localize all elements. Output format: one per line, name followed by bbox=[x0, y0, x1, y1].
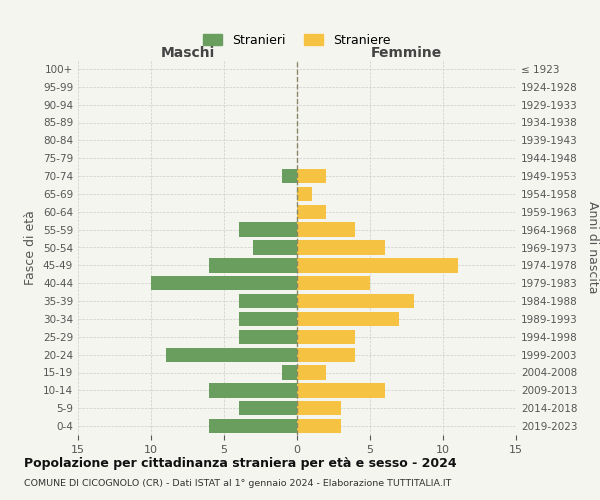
Bar bbox=[297, 401, 341, 415]
Bar bbox=[166, 348, 297, 362]
Bar bbox=[253, 240, 297, 254]
Bar bbox=[297, 204, 326, 219]
Bar bbox=[239, 294, 297, 308]
Bar bbox=[209, 383, 297, 398]
Text: Popolazione per cittadinanza straniera per età e sesso - 2024: Popolazione per cittadinanza straniera p… bbox=[24, 458, 457, 470]
Bar bbox=[297, 240, 385, 254]
Text: Femmine: Femmine bbox=[371, 46, 442, 60]
Bar bbox=[297, 258, 458, 272]
Bar bbox=[209, 419, 297, 433]
Bar bbox=[239, 312, 297, 326]
Bar bbox=[297, 383, 385, 398]
Text: COMUNE DI CICOGNOLO (CR) - Dati ISTAT al 1° gennaio 2024 - Elaborazione TUTTITAL: COMUNE DI CICOGNOLO (CR) - Dati ISTAT al… bbox=[24, 479, 451, 488]
Text: Maschi: Maschi bbox=[160, 46, 215, 60]
Bar bbox=[297, 348, 355, 362]
Bar bbox=[297, 330, 355, 344]
Y-axis label: Fasce di età: Fasce di età bbox=[25, 210, 37, 285]
Bar bbox=[297, 187, 311, 201]
Bar bbox=[297, 366, 326, 380]
Bar bbox=[297, 169, 326, 183]
Bar bbox=[283, 366, 297, 380]
Bar bbox=[297, 222, 355, 237]
Bar bbox=[297, 312, 399, 326]
Bar bbox=[283, 169, 297, 183]
Bar bbox=[239, 330, 297, 344]
Bar bbox=[239, 222, 297, 237]
Legend: Stranieri, Straniere: Stranieri, Straniere bbox=[199, 28, 395, 52]
Bar bbox=[209, 258, 297, 272]
Bar bbox=[239, 401, 297, 415]
Bar bbox=[297, 294, 414, 308]
Bar bbox=[297, 276, 370, 290]
Bar bbox=[151, 276, 297, 290]
Y-axis label: Anni di nascita: Anni di nascita bbox=[586, 201, 599, 294]
Bar bbox=[297, 419, 341, 433]
